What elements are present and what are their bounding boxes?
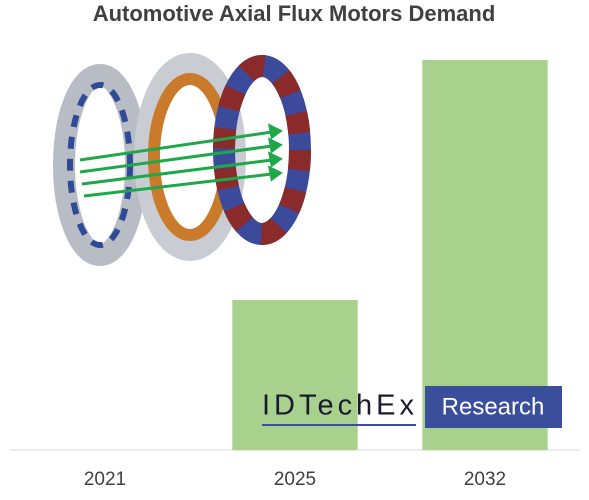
flux-arrows [79, 123, 283, 198]
logo: IDTechEx Research [262, 386, 562, 428]
motor-illustration [53, 53, 311, 266]
logo-box [425, 386, 562, 428]
logo-name: IDTechEx [262, 390, 415, 422]
bar [232, 300, 358, 450]
bar [422, 60, 548, 450]
chart-title: Automotive Axial Flux Motors Demand [93, 1, 496, 26]
x-tick-label: 2025 [274, 469, 316, 490]
plot-area [232, 60, 548, 450]
logo-tag: Research [442, 393, 545, 420]
rotor-ring-magnets [213, 55, 311, 245]
x-tick-label: 2032 [464, 469, 506, 490]
x-tick-label: 2021 [84, 469, 126, 490]
